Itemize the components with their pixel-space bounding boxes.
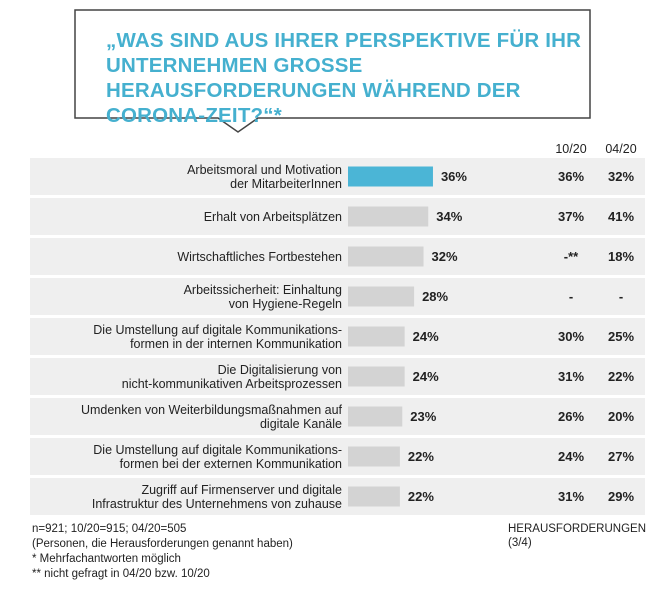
bar	[348, 366, 405, 387]
bar	[348, 206, 429, 227]
footnote: ** nicht gefragt in 04/20 bzw. 10/20	[32, 568, 210, 580]
value-label: 22%	[407, 448, 434, 464]
bar	[348, 406, 403, 427]
footnote: * Mehrfachantworten möglich	[32, 553, 181, 565]
column-value: 20%	[607, 408, 635, 424]
column-value: 37%	[557, 208, 585, 224]
category-label: Wirtschaftliches Fortbestehen	[177, 249, 342, 264]
category-label: Die Umstellung auf digitale Kommunikatio…	[93, 442, 342, 471]
column-value: 25%	[607, 328, 635, 344]
column-value: 36%	[557, 168, 585, 184]
column-value: 30%	[557, 328, 585, 344]
chart-title: „WAS SIND AUS IHRER PERSPEKTIVE FÜR IHR …	[106, 29, 582, 127]
column-value: 32%	[607, 168, 635, 184]
column-value: 31%	[557, 368, 585, 384]
bar	[348, 486, 400, 507]
footnote: n=921; 10/20=915; 04/20=505	[32, 523, 187, 535]
value-label: 22%	[407, 488, 434, 504]
row-background	[30, 158, 645, 195]
value-label: 28%	[422, 288, 449, 304]
column-value: 18%	[607, 248, 635, 264]
column-value: 41%	[607, 208, 635, 224]
column-value: -	[618, 288, 624, 304]
column-value: 26%	[557, 408, 585, 424]
value-label: 34%	[436, 208, 463, 224]
row-background	[30, 358, 645, 395]
value-label: 24%	[412, 368, 439, 384]
bar	[348, 286, 415, 307]
category-label: Arbeitssicherheit: Einhaltung von Hygien…	[183, 282, 342, 311]
value-label: 32%	[431, 248, 458, 264]
column-value: 31%	[557, 488, 585, 504]
row-background	[30, 198, 645, 235]
value-label: 24%	[412, 328, 439, 344]
column-header: 04/20	[605, 142, 637, 156]
bar	[348, 326, 405, 347]
category-label: Umdenken von Weiterbildungsmaßnahmen auf…	[80, 402, 342, 431]
title-bubble	[74, 9, 591, 133]
column-value: -	[568, 288, 574, 304]
bar	[348, 446, 400, 467]
row-background	[30, 238, 645, 275]
column-value: 27%	[607, 448, 635, 464]
column-value: 29%	[607, 488, 635, 504]
column-value: 22%	[607, 368, 635, 384]
column-value: 24%	[557, 448, 585, 464]
footer-right: HERAUSFORDERUNGEN (3/4)	[508, 523, 647, 549]
category-label: Erhalt von Arbeitsplätzen	[203, 209, 342, 224]
category-label: Die Umstellung auf digitale Kommunikatio…	[93, 322, 342, 351]
bar	[348, 166, 433, 187]
row-background	[30, 318, 645, 355]
row-background	[30, 398, 645, 435]
bar	[348, 246, 424, 267]
category-label: Zugriff auf Firmenserver und digitale In…	[91, 482, 342, 511]
value-label: 36%	[440, 168, 467, 184]
footnote: (Personen, die Herausforderungen genannt…	[32, 538, 293, 550]
column-header: 10/20	[555, 142, 587, 156]
column-value: -**	[563, 248, 579, 264]
row-background	[30, 278, 645, 315]
row-background	[30, 478, 645, 515]
row-background	[30, 438, 645, 475]
category-label: Arbeitsmoral und Motivation der Mitarbei…	[187, 162, 342, 191]
value-label: 23%	[410, 408, 437, 424]
category-label: Die Digitalisierung von nicht-kommunikat…	[121, 362, 342, 391]
